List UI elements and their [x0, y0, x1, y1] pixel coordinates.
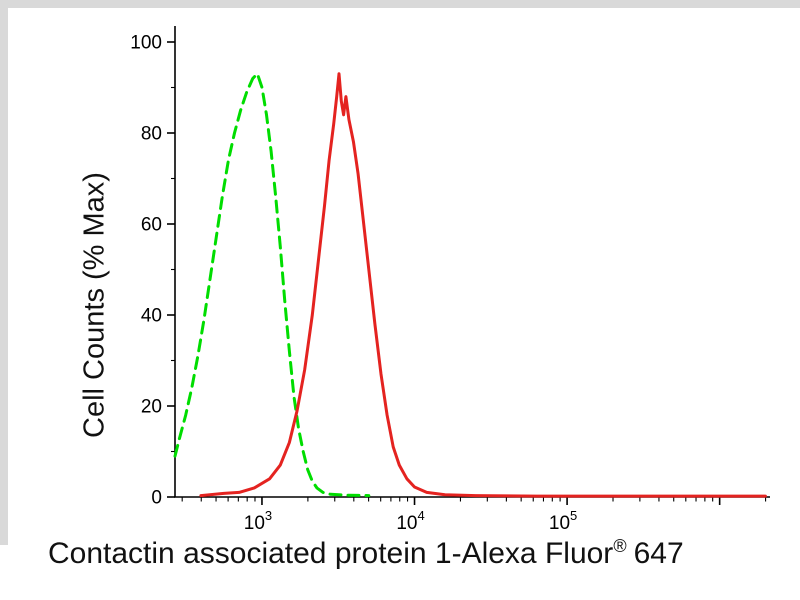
y-tick-label: 100	[130, 33, 162, 54]
registered-trademark-symbol: ®	[613, 536, 627, 556]
left-edge-strip	[0, 0, 8, 545]
y-tick-label: 0	[151, 488, 162, 509]
x-axis-label: Contactin associated protein 1-Alexa Flu…	[48, 536, 684, 571]
x-tick-label: 105	[549, 508, 577, 534]
y-tick-label: 80	[141, 124, 162, 145]
x-axis-label-text: Contactin associated protein 1-Alexa Flu…	[48, 537, 614, 570]
negative-control-curve	[173, 72, 371, 498]
x-axis-label-suffix: 647	[633, 537, 684, 570]
x-tick-label: 104	[396, 508, 424, 534]
stained-sample-curve	[199, 72, 767, 498]
x-tick-label: 103	[244, 508, 272, 534]
top-edge-strip	[0, 0, 800, 8]
y-tick-label: 40	[141, 306, 162, 327]
y-tick-label: 20	[141, 397, 162, 418]
y-tick-label: 60	[141, 215, 162, 236]
y-axis-label: Cell Counts (% Max)	[78, 172, 111, 438]
